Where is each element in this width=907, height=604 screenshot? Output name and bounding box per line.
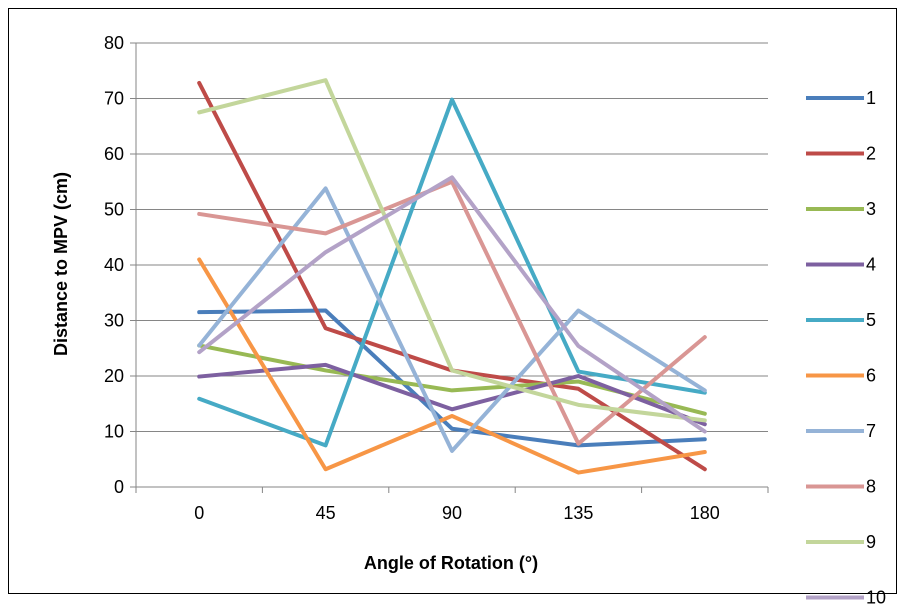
y-tick-label: 50: [104, 200, 124, 220]
y-tick-label: 40: [104, 255, 124, 275]
legend-label-3: 3: [866, 199, 876, 219]
x-tick-labels: 0 45 90 135 180: [194, 503, 720, 523]
x-tick-label: 0: [194, 503, 204, 523]
y-axis-title: Distance to MPV (cm): [51, 172, 71, 356]
legend-label-5: 5: [866, 310, 876, 330]
series-line-1: [197, 308, 707, 448]
gridlines: [136, 42, 768, 432]
y-tick-label: 20: [104, 366, 124, 386]
series-line-6: [197, 257, 707, 475]
y-tick-label: 60: [104, 144, 124, 164]
x-tick-label: 180: [690, 503, 720, 523]
y-tick-label: 0: [114, 477, 124, 497]
series-line-4: [197, 362, 707, 427]
legend-label-4: 4: [866, 255, 876, 275]
legend-label-7: 7: [866, 421, 876, 441]
x-axis-title: Angle of Rotation (°): [364, 553, 538, 573]
series-line-7: [197, 186, 707, 453]
series-line-9: [197, 78, 707, 423]
legend-label-6: 6: [866, 366, 876, 386]
x-tick-label: 90: [442, 503, 462, 523]
legend-label-1: 1: [866, 88, 876, 108]
y-tick-label: 70: [104, 89, 124, 109]
legend: 1 2 3 4 5 6 7 8 9 10: [806, 88, 886, 604]
legend-label-10: 10: [866, 588, 886, 604]
series-line-5: [197, 97, 707, 448]
series-lines: [197, 78, 707, 475]
axes: [130, 42, 769, 493]
y-tick-label: 10: [104, 422, 124, 442]
chart-frame: [8, 8, 897, 594]
legend-label-9: 9: [866, 532, 876, 552]
y-tick-label: 30: [104, 311, 124, 331]
y-tick-label: 80: [104, 33, 124, 53]
x-tick-label: 45: [316, 503, 336, 523]
series-line-10: [197, 175, 707, 434]
legend-label-2: 2: [866, 144, 876, 164]
legend-label-8: 8: [866, 477, 876, 497]
y-tick-labels: 0 10 20 30 40 50 60 70 80: [104, 33, 124, 497]
x-tick-label: 135: [563, 503, 593, 523]
